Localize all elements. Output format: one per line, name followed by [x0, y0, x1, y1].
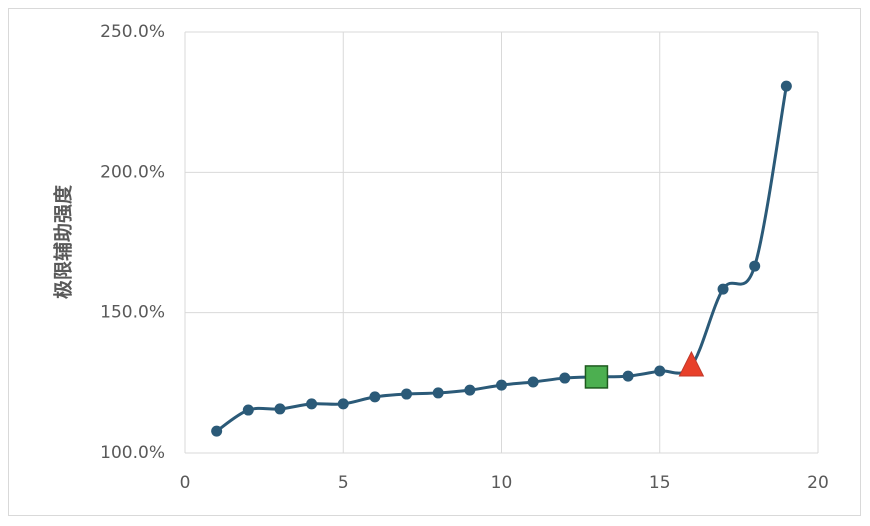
data-point	[654, 365, 666, 377]
data-point	[401, 388, 413, 400]
data-point	[622, 370, 634, 382]
x-tick-label: 0	[180, 473, 191, 493]
data-point	[306, 398, 318, 410]
data-point	[274, 403, 286, 415]
data-point	[242, 404, 254, 416]
y-tick-label: 200.0%	[100, 162, 165, 182]
data-point	[432, 387, 444, 399]
data-point	[527, 376, 539, 388]
highlight-marker	[584, 365, 609, 389]
data-point	[559, 372, 571, 384]
highlight-marker	[678, 350, 705, 377]
data-point	[717, 283, 729, 295]
x-tick-label: 20	[807, 473, 829, 493]
y-tick-label: 250.0%	[100, 22, 165, 42]
x-tick-label: 15	[649, 473, 671, 493]
data-point	[780, 80, 792, 92]
chart-frame	[8, 8, 861, 516]
y-axis-label: 极限辅助强度	[52, 184, 75, 299]
y-tick-label: 150.0%	[100, 303, 165, 323]
data-point	[337, 398, 349, 410]
data-point	[464, 384, 476, 396]
data-point	[496, 379, 507, 391]
x-tick-label: 5	[338, 473, 349, 493]
data-point	[369, 391, 381, 403]
y-tick-label: 100.0%	[100, 443, 165, 463]
data-point	[211, 425, 223, 437]
data-point	[749, 260, 761, 272]
x-tick-label: 10	[491, 473, 513, 493]
